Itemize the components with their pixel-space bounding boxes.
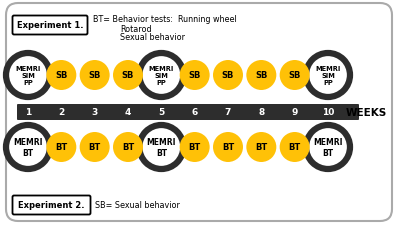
Text: 2: 2 [58, 108, 64, 117]
Circle shape [306, 54, 350, 98]
Text: 1: 1 [25, 108, 31, 117]
Circle shape [213, 61, 243, 91]
Text: SB: SB [188, 71, 201, 80]
FancyBboxPatch shape [12, 196, 90, 215]
Circle shape [46, 132, 76, 162]
Text: 6: 6 [192, 108, 198, 117]
Text: 5: 5 [158, 108, 164, 117]
Circle shape [213, 132, 243, 162]
Circle shape [180, 61, 210, 91]
Circle shape [46, 61, 76, 91]
Circle shape [113, 61, 143, 91]
Circle shape [6, 126, 50, 169]
Text: MEMRI
BT: MEMRI BT [13, 138, 43, 157]
Circle shape [246, 132, 276, 162]
Circle shape [80, 61, 110, 91]
Text: Experiment 1.: Experiment 1. [17, 21, 83, 30]
Text: SB: SB [288, 71, 301, 80]
Circle shape [280, 61, 310, 91]
Text: BT: BT [122, 143, 134, 152]
Text: MEMRI
BT: MEMRI BT [146, 138, 176, 157]
Text: SB: SB [255, 71, 268, 80]
Text: 3: 3 [92, 108, 98, 117]
Text: 4: 4 [125, 108, 131, 117]
Text: BT: BT [55, 143, 68, 152]
Text: BT: BT [188, 143, 201, 152]
FancyBboxPatch shape [12, 16, 88, 35]
Text: SB: SB [122, 71, 134, 80]
Text: SB: SB [88, 71, 101, 80]
Circle shape [180, 132, 210, 162]
Text: SB: SB [55, 71, 68, 80]
FancyBboxPatch shape [17, 105, 359, 120]
Text: SB= Sexual behavior: SB= Sexual behavior [95, 201, 180, 209]
Circle shape [6, 54, 50, 98]
Text: MEMRI
SIM
PP: MEMRI SIM PP [315, 66, 341, 86]
Text: BT: BT [222, 143, 234, 152]
Text: WEEKS: WEEKS [345, 108, 387, 117]
Text: MEMRI
BT: MEMRI BT [313, 138, 343, 157]
Text: SB: SB [222, 71, 234, 80]
Text: MEMRI
SIM
PP: MEMRI SIM PP [149, 66, 174, 86]
Circle shape [246, 61, 276, 91]
Circle shape [280, 132, 310, 162]
Text: Sexual behavior: Sexual behavior [120, 33, 185, 42]
Text: MEMRI
SIM
PP: MEMRI SIM PP [15, 66, 41, 86]
Text: BT= Behavior tests:  Running wheel: BT= Behavior tests: Running wheel [93, 16, 237, 24]
Circle shape [113, 132, 143, 162]
Circle shape [139, 126, 183, 169]
Text: BT: BT [288, 143, 301, 152]
Circle shape [139, 54, 183, 98]
FancyBboxPatch shape [6, 4, 392, 221]
Text: BT: BT [88, 143, 101, 152]
Text: 7: 7 [225, 108, 231, 117]
Text: Experiment 2.: Experiment 2. [18, 201, 84, 209]
Text: Rotarod: Rotarod [120, 24, 152, 33]
Text: 8: 8 [258, 108, 264, 117]
Text: BT: BT [255, 143, 268, 152]
Circle shape [306, 126, 350, 169]
Text: 9: 9 [292, 108, 298, 117]
Circle shape [80, 132, 110, 162]
Text: 10: 10 [322, 108, 334, 117]
